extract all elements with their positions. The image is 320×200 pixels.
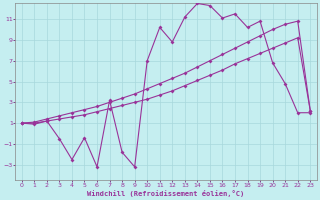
X-axis label: Windchill (Refroidissement éolien,°C): Windchill (Refroidissement éolien,°C) xyxy=(87,190,244,197)
